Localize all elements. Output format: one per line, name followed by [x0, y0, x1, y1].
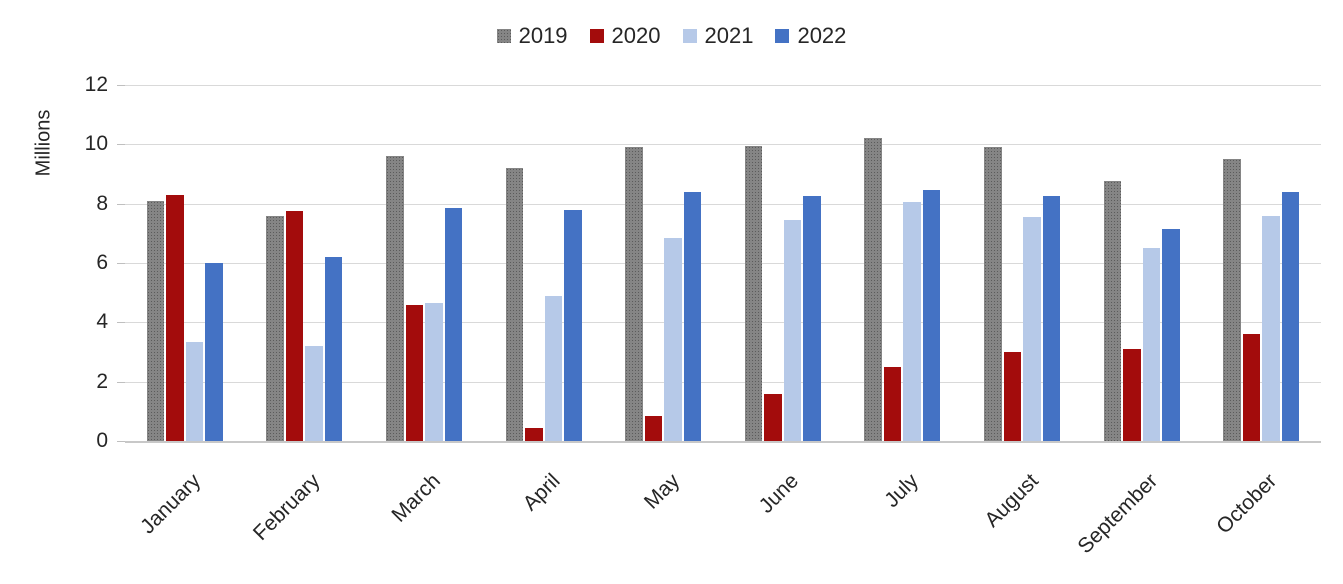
legend-item-label: 2020: [611, 23, 661, 48]
y-tick-mark-6: [117, 263, 125, 264]
y-tick-mark-12: [117, 85, 125, 86]
legend-swatch-icon: [682, 29, 697, 43]
bar-2022-june: [803, 196, 821, 442]
x-axis-line: [125, 441, 1321, 443]
x-label-february: February: [249, 469, 325, 545]
bar-2020-june: [764, 393, 782, 441]
bar-2022-august: [1042, 196, 1060, 442]
x-label-january: January: [136, 469, 206, 539]
y-tick-mark-4: [117, 322, 125, 323]
legend-swatch-icon: [589, 29, 604, 43]
bar-2021-september: [1142, 248, 1161, 441]
chart-legend: 2019 2020 2021 2022: [0, 20, 1343, 52]
x-label-march: March: [387, 469, 445, 527]
bar-2019-july: [864, 138, 882, 441]
bar-2020-february: [285, 211, 304, 441]
bar-2019-march: [386, 156, 404, 441]
x-label-august: August: [980, 469, 1043, 532]
x-label-october: October: [1212, 469, 1282, 539]
bar-2020-january: [166, 194, 184, 441]
bar-2021-april: [544, 295, 563, 441]
x-label-july: July: [880, 469, 923, 512]
gridline-y12: [125, 85, 1321, 86]
bar-2021-october: [1262, 215, 1280, 441]
y-tick-mark-10: [117, 144, 125, 145]
bar-2022-september: [1162, 228, 1180, 441]
legend-item-label: 2022: [797, 23, 847, 48]
bar-2020-july: [883, 366, 902, 441]
x-label-april: April: [518, 469, 565, 516]
bar-2020-october: [1242, 334, 1261, 441]
y-tick-label-8: 8: [96, 192, 108, 215]
bar-2021-march: [425, 303, 443, 441]
x-label-june: June: [754, 469, 804, 518]
bar-2019-february: [266, 215, 284, 441]
bar-2022-july: [922, 190, 941, 441]
bar-2019-june: [744, 145, 763, 441]
bar-2022-april: [564, 209, 582, 441]
gridline-y4: [125, 322, 1321, 323]
y-tick-label-10: 10: [84, 132, 108, 155]
bar-2019-august: [984, 147, 1002, 441]
bar-2021-august: [1023, 217, 1041, 441]
bar-2020-may: [644, 415, 663, 441]
bar-2022-october: [1281, 191, 1300, 441]
bar-2020-september: [1123, 349, 1141, 441]
y-tick-label-0: 0: [96, 429, 108, 452]
bar-2021-june: [783, 220, 802, 441]
bar-2021-february: [305, 346, 323, 441]
y-axis-title: Millions: [32, 109, 55, 177]
x-label-september: September: [1073, 469, 1163, 559]
legend-item-2021: 2021: [682, 23, 754, 48]
bar-2019-april: [505, 168, 524, 441]
bar-2019-january: [146, 200, 165, 441]
y-tick-label-6: 6: [96, 251, 108, 274]
bar-2021-may: [664, 237, 682, 441]
legend-item-label: 2019: [518, 23, 568, 48]
legend-item-2020: 2020: [589, 23, 661, 48]
legend-swatch-icon: [775, 29, 790, 43]
gridline-y10: [125, 144, 1321, 145]
bar-2021-july: [903, 202, 921, 441]
bar-2019-may: [625, 147, 643, 441]
bar-2022-may: [683, 191, 702, 441]
legend-item-2019: 2019: [496, 23, 568, 48]
y-tick-label-12: 12: [84, 73, 108, 96]
y-tick-label-2: 2: [96, 370, 108, 393]
bar-2021-january: [185, 341, 204, 441]
legend-item-label: 2021: [704, 23, 754, 48]
y-tick-mark-8: [117, 204, 125, 205]
bar-2019-october: [1223, 159, 1241, 441]
bar-2019-september: [1103, 181, 1122, 441]
y-tick-mark-0: [117, 441, 125, 442]
bar-2020-march: [405, 304, 423, 441]
x-label-may: May: [639, 469, 684, 514]
bar-2022-march: [444, 208, 462, 441]
bar-2022-february: [324, 257, 343, 441]
gridline-y8: [125, 204, 1321, 205]
legend-item-2022: 2022: [775, 25, 846, 47]
y-tick-label-4: 4: [96, 310, 108, 333]
bar-2020-august: [1003, 352, 1021, 441]
legend-swatch-icon: [496, 29, 511, 43]
y-tick-mark-2: [117, 382, 125, 383]
bar-2022-january: [205, 263, 223, 441]
bar-2020-april: [525, 427, 543, 441]
gridline-y2: [125, 382, 1321, 383]
gridline-y6: [125, 263, 1321, 264]
